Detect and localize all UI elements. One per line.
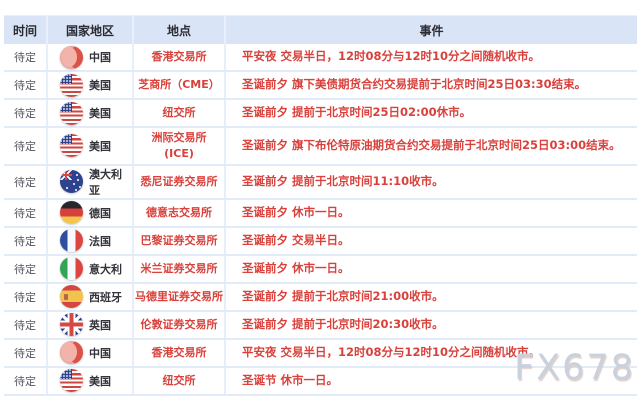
time-cell: 待定	[4, 227, 48, 254]
country-cell: 德国	[48, 199, 134, 226]
flag-china-icon	[60, 45, 83, 69]
event-cell: 圣诞前夕 提前于北京时间11:10收市。	[242, 174, 444, 189]
location-cell: 米兰证券交易所	[134, 255, 226, 282]
column-header-country: 国家地区	[48, 16, 134, 44]
country-name: 美国	[89, 374, 111, 388]
event-cell: 圣诞前夕 提前于北京时间21:00收市。	[242, 289, 444, 304]
table-row: 待定 澳大利亚 悉尼证券交易所 圣诞前夕 提前于北京时间11:10收市。	[4, 165, 637, 200]
location-cell: 悉尼证券交易所	[134, 165, 226, 198]
country-cell: 中国	[48, 44, 134, 70]
country-name: 美国	[89, 79, 111, 92]
country-cell: 中国	[48, 339, 134, 366]
country-cell: 美国	[48, 128, 134, 164]
event-cell: 平安夜 交易半日，12时08分与12时10分之间随机收市。	[242, 49, 541, 64]
holiday-schedule-table: 时间 国家地区 地点 事件 待定 中国 香港交易所 平安夜 交易半日，12时08…	[4, 15, 637, 396]
flag-china-icon	[60, 341, 83, 365]
time-cell: 待定	[4, 128, 48, 164]
country-name: 意大利	[89, 262, 122, 276]
country-name: 西班牙	[89, 290, 122, 304]
time-cell: 待定	[4, 311, 48, 338]
flag-germany-icon	[60, 201, 83, 225]
flag-usa-icon	[60, 369, 83, 393]
table-row: 待定 美国 纽交所 圣诞节 休市一日。	[4, 367, 637, 396]
column-header-event: 事件	[419, 23, 444, 38]
time-cell: 待定	[4, 165, 48, 198]
table-row: 待定 美国 洲际交易所 (ICE) 圣诞前夕 旗下布伦特原油期货合约交易提前于北…	[4, 128, 637, 166]
location-cell: 芝商所（CME）	[134, 72, 226, 98]
time-cell: 待定	[4, 255, 48, 282]
table-row: 待定 中国 香港交易所 平安夜 交易半日，12时08分与12时10分之间随机收市…	[4, 339, 637, 368]
country-cell: 美国	[48, 100, 134, 126]
location-cell: 德意志交易所	[134, 199, 226, 226]
event-cell: 平安夜 交易半日，12时08分与12时10分之间随机收市。	[242, 345, 541, 360]
table-row: 待定 德国 德意志交易所 圣诞前夕 休市一日。	[4, 199, 637, 228]
table-row: 待定 法国 巴黎证券交易所 圣诞前夕 交易半日。	[4, 227, 637, 256]
location-cell: 伦敦证券交易所	[134, 311, 226, 338]
country-cell: 美国	[48, 367, 134, 394]
country-name: 中国	[89, 346, 111, 360]
table-row: 待定 美国 纽交所 圣诞前夕 提前于北京时间25日02:00休市。	[4, 100, 637, 128]
event-cell: 圣诞前夕 休市一日。	[242, 261, 350, 276]
flag-australia-icon	[60, 170, 83, 194]
flag-spain-icon	[60, 285, 83, 309]
time-cell: 待定	[4, 283, 48, 310]
country-name: 美国	[89, 139, 111, 153]
table-row: 待定 意大利 米兰证券交易所 圣诞前夕 休市一日。	[4, 255, 637, 284]
flag-uk-icon	[60, 313, 83, 337]
flag-usa-icon	[60, 73, 83, 97]
event-cell: 圣诞前夕 提前于北京时间20:30收市。	[242, 317, 444, 332]
table-row: 待定 中国 香港交易所 平安夜 交易半日，12时08分与12时10分之间随机收市…	[4, 44, 637, 72]
time-cell: 待定	[4, 339, 48, 366]
column-header-time: 时间	[4, 16, 48, 44]
table-header-row: 时间 国家地区 地点 事件	[4, 16, 637, 44]
country-cell: 美国	[48, 72, 134, 98]
time-cell: 待定	[4, 199, 48, 226]
location-cell: 巴黎证券交易所	[134, 227, 226, 254]
country-cell: 澳大利亚	[48, 165, 134, 198]
event-cell: 圣诞前夕 旗下布伦特原油期货合约交易提前于北京时间25日03:00结束。	[242, 138, 621, 153]
country-name: 中国	[89, 51, 111, 64]
location-cell: 纽交所	[134, 367, 226, 394]
location-cell: 纽交所	[134, 100, 226, 126]
location-cell: 香港交易所	[134, 339, 226, 366]
table-row: 待定 美国 芝商所（CME） 圣诞前夕 旗下美债期货合约交易提前于北京时间25日…	[4, 72, 637, 100]
table-body: 待定 中国 香港交易所 平安夜 交易半日，12时08分与12时10分之间随机收市…	[4, 44, 637, 396]
country-cell: 西班牙	[48, 283, 134, 310]
table-row: 待定 西班牙 马德里证券交易所 圣诞前夕 提前于北京时间21:00收市。	[4, 283, 637, 312]
event-cell: 圣诞前夕 旗下美债期货合约交易提前于北京时间25日03:30结束。	[242, 77, 587, 92]
flag-usa-icon	[60, 101, 83, 125]
country-name: 澳大利亚	[89, 167, 122, 197]
flag-italy-icon	[60, 257, 83, 281]
time-cell: 待定	[4, 44, 48, 70]
country-name: 法国	[89, 234, 111, 248]
location-cell: 马德里证券交易所	[134, 283, 226, 310]
country-cell: 英国	[48, 311, 134, 338]
flag-france-icon	[60, 229, 83, 253]
time-cell: 待定	[4, 72, 48, 98]
event-cell: 圣诞前夕 提前于北京时间25日02:00休市。	[242, 105, 472, 120]
table-row: 待定 英国 伦敦证券交易所 圣诞前夕 提前于北京时间20:30收市。	[4, 311, 637, 340]
country-cell: 意大利	[48, 255, 134, 282]
location-cell: 洲际交易所 (ICE)	[134, 128, 226, 164]
time-cell: 待定	[4, 367, 48, 394]
time-cell: 待定	[4, 100, 48, 126]
location-cell: 香港交易所	[134, 44, 226, 70]
country-cell: 法国	[48, 227, 134, 254]
country-name: 美国	[89, 107, 111, 120]
event-cell: 圣诞前夕 交易半日。	[242, 233, 350, 248]
country-name: 英国	[89, 318, 111, 332]
country-name: 德国	[89, 206, 111, 220]
flag-usa-icon	[60, 134, 83, 158]
event-cell: 圣诞节 休市一日。	[242, 373, 339, 388]
event-cell: 圣诞前夕 休市一日。	[242, 205, 350, 220]
column-header-location: 地点	[134, 16, 226, 44]
